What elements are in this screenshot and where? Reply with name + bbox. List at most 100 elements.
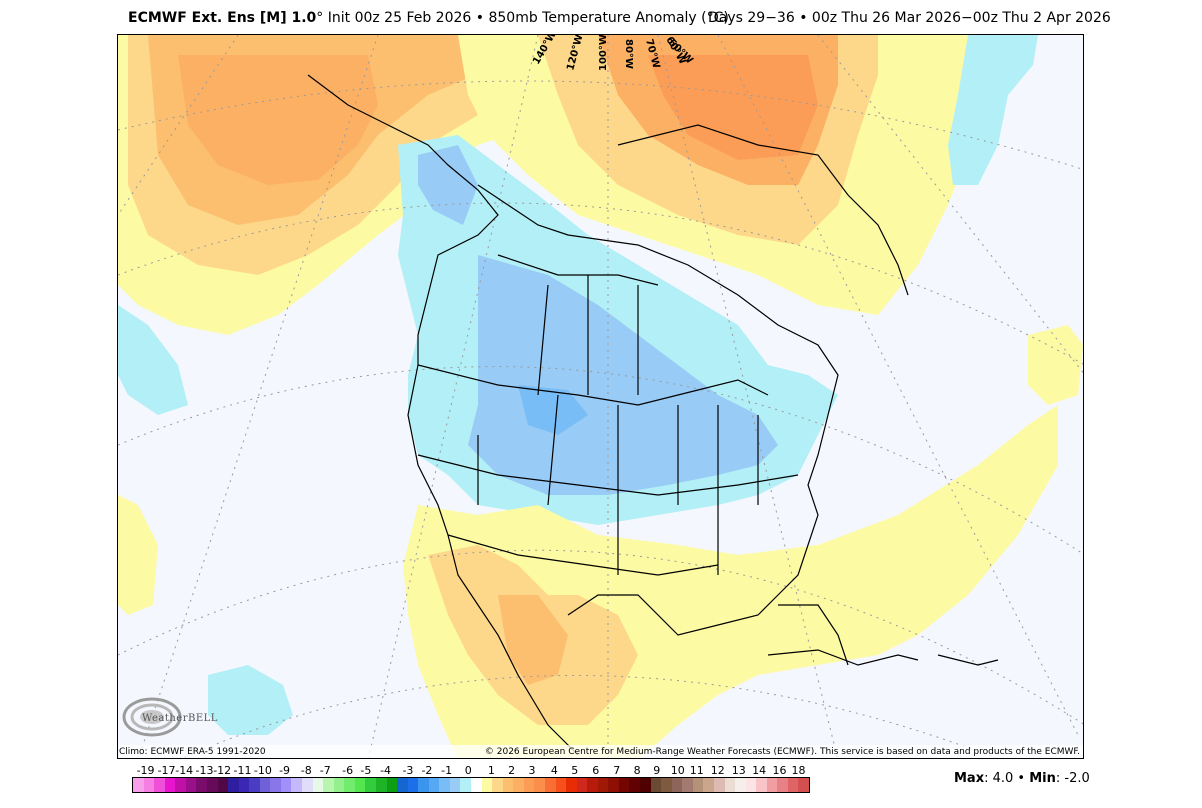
- colorbar-swatch: [650, 778, 662, 792]
- colorbar-swatch: [228, 778, 239, 792]
- colorbar-swatch: [555, 778, 567, 792]
- colorbar-swatch: [280, 778, 292, 792]
- colorbar-swatch: [344, 778, 355, 792]
- colorbar-swatch: [692, 778, 704, 792]
- colorbar-swatch: [238, 778, 250, 792]
- colorbar-label: -13: [195, 764, 214, 777]
- subtropical-pacific-cold-patch: [208, 665, 293, 735]
- colorbar-swatch: [756, 778, 767, 792]
- copyright-text: © 2026 European Centre for Medium-Range …: [484, 747, 1080, 757]
- colorbar-swatch: [291, 778, 302, 792]
- colorbar-swatch: [175, 778, 186, 792]
- colorbar-swatch: [766, 778, 778, 792]
- colorbar-label: 14: [752, 764, 767, 777]
- colorbar-label: 12: [710, 764, 725, 777]
- colorbar-label: 0: [464, 764, 472, 777]
- colorbar-label: 8: [633, 764, 641, 777]
- colorbar-swatch: [375, 778, 387, 792]
- colorbar-swatch: [217, 778, 229, 792]
- colorbar-label: 16: [772, 764, 787, 777]
- colorbar-swatch: [259, 778, 271, 792]
- colorbar-swatch: [270, 778, 281, 792]
- colorbar-swatch: [661, 778, 672, 792]
- valid-period: Days 29−36 • 00z Thu 26 Mar 2026−00z Thu…: [708, 10, 1111, 26]
- climo-label: Climo: ECMWF ERA-5 1991-2020: [119, 747, 266, 757]
- colorbar-swatch: [439, 778, 450, 792]
- colorbar-swatch: [312, 778, 324, 792]
- stats-separator: •: [1013, 771, 1030, 786]
- colorbar-label: 7: [613, 764, 621, 777]
- colorbar-label: 9: [653, 764, 661, 777]
- max-value: : 4.0: [984, 771, 1014, 786]
- min-label: Min: [1029, 771, 1056, 786]
- colorbar-label: -1: [441, 764, 453, 777]
- colorbar-label: -11: [233, 764, 252, 777]
- credit-bar: Climo: ECMWF ERA-5 1991-2020 © 2026 Euro…: [119, 745, 1083, 758]
- colorbar-label: -14: [175, 764, 194, 777]
- colorbar-swatch: [587, 778, 598, 792]
- colorbar-swatch: [682, 778, 693, 792]
- logo-text: WeatherBELL: [142, 713, 218, 724]
- colorbar-swatch: [544, 778, 556, 792]
- colorbar-swatch: [164, 778, 176, 792]
- title-separator: •: [475, 10, 485, 26]
- colorbar-swatch: [365, 778, 376, 792]
- colorbar-swatch: [703, 778, 714, 792]
- colorbar-swatch: [143, 778, 155, 792]
- colorbar-swatch: [534, 778, 545, 792]
- map-canvas: 140°W 120°W 100°W 80°W 70°W 60°W 50°W: [118, 35, 1083, 758]
- colorbar: [132, 777, 810, 793]
- colorbar-swatch: [671, 778, 683, 792]
- colorbar-label: -5: [360, 764, 372, 777]
- atlantic-warm-patch: [1028, 325, 1083, 405]
- colorbar-swatch: [418, 778, 429, 792]
- colorbar-swatch: [471, 778, 482, 792]
- colorbar-swatch: [323, 778, 334, 792]
- colorbar-label: 4: [550, 764, 558, 777]
- colorbar-label: -7: [319, 764, 331, 777]
- anomaly-map: 140°W 120°W 100°W 80°W 70°W 60°W 50°W Cl…: [117, 34, 1084, 759]
- colorbar-label: -3: [402, 764, 414, 777]
- colorbar-label: 6: [592, 764, 600, 777]
- colorbar-swatch: [513, 778, 524, 792]
- colorbar-swatch: [407, 778, 419, 792]
- colorbar-swatch: [566, 778, 577, 792]
- colorbar-swatch: [629, 778, 640, 792]
- colorbar-label: 1: [487, 764, 495, 777]
- colorbar-swatch: [640, 778, 651, 792]
- colorbar-swatch: [154, 778, 165, 792]
- colorbar-swatch: [492, 778, 503, 792]
- colorbar-label: 18: [791, 764, 806, 777]
- colorbar-swatch: [428, 778, 440, 792]
- north-atlantic-cold-patch: [948, 35, 1038, 185]
- colorbar-swatch: [354, 778, 366, 792]
- degree-symbol: °: [316, 10, 324, 26]
- title-bar: ECMWF Ext. Ens [M] 1.0° Init 00z 25 Feb …: [0, 10, 1202, 32]
- colorbar-label: 11: [689, 764, 704, 777]
- colorbar-swatch: [745, 778, 757, 792]
- svg-text:100°W: 100°W: [598, 35, 609, 71]
- colorbar-swatch: [460, 778, 471, 792]
- colorbar-label: -17: [157, 764, 176, 777]
- colorbar-label: -2: [421, 764, 433, 777]
- init-time: Init 00z 25 Feb 2026: [327, 10, 472, 26]
- colorbar-swatch: [502, 778, 514, 792]
- greenland-warm-region: [458, 35, 998, 315]
- colorbar-swatch: [618, 778, 630, 792]
- colorbar-swatch: [608, 778, 619, 792]
- colorbar-label: 3: [528, 764, 536, 777]
- colorbar-swatch: [302, 778, 313, 792]
- colorbar-swatch: [735, 778, 746, 792]
- colorbar-swatch: [787, 778, 799, 792]
- colorbar-labels: -19 -17 -14 -13 -12 -11 -10 -9 -8 -7 -6 -5 -4 -3 -2 -1 0…: [132, 764, 810, 778]
- colorbar-swatch: [777, 778, 788, 792]
- colorbar-label: 13: [731, 764, 746, 777]
- colorbar-swatch: [713, 778, 725, 792]
- max-label: Max: [954, 771, 985, 786]
- colorbar-swatch: [576, 778, 588, 792]
- colorbar-swatch: [798, 778, 809, 792]
- colorbar-label: -19: [136, 764, 155, 777]
- colorbar-label: 5: [571, 764, 579, 777]
- graticule: [118, 35, 1083, 758]
- colorbar-label: -9: [279, 764, 291, 777]
